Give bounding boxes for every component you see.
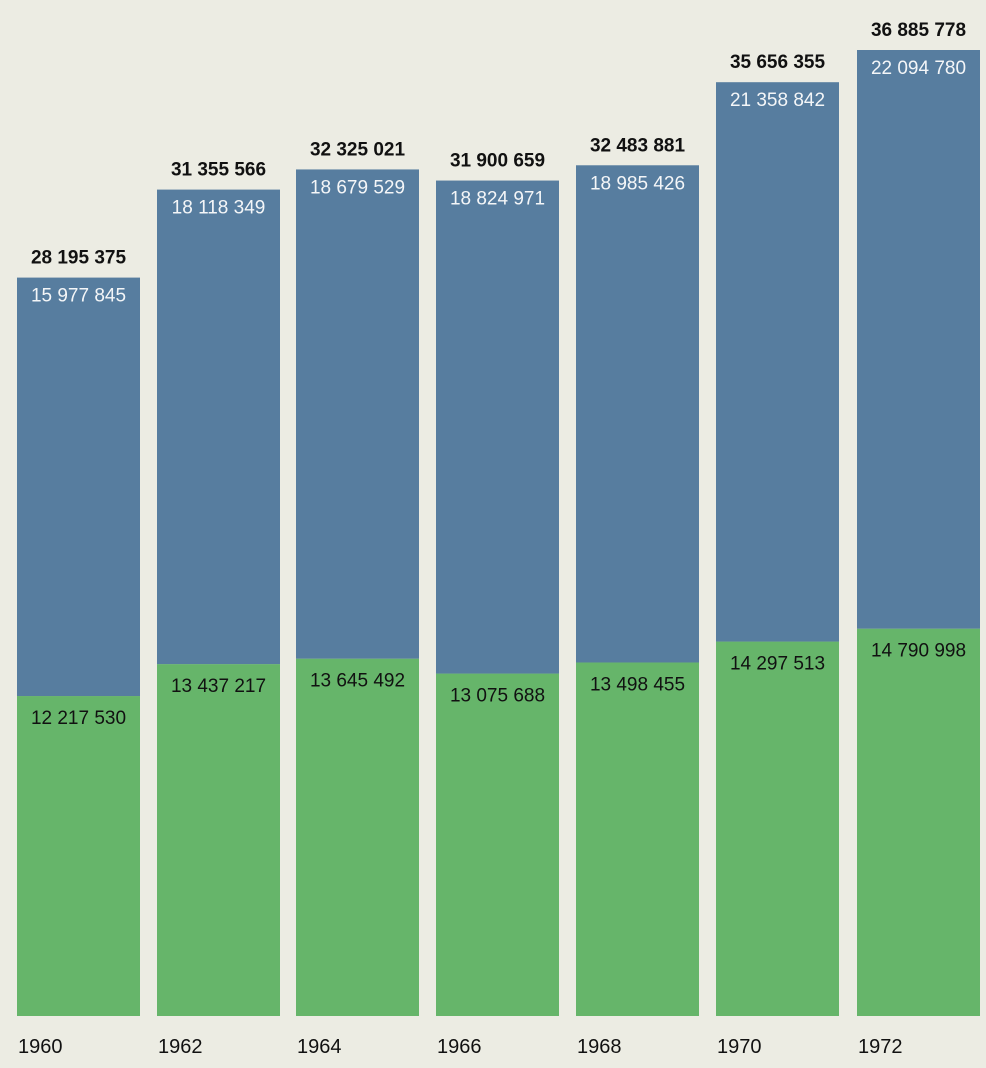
total-label-1970: 35 656 355 <box>730 52 826 73</box>
upper-value-label-1964: 18 679 529 <box>310 177 405 198</box>
year-label-1962: 1962 <box>158 1036 203 1058</box>
bar-upper-segment-1968 <box>576 165 699 663</box>
lower-value-label-1968: 13 498 455 <box>590 674 685 695</box>
upper-value-label-1966: 18 824 971 <box>450 189 545 210</box>
lower-value-label-1964: 13 645 492 <box>310 671 405 692</box>
upper-value-label-1962: 18 118 349 <box>172 198 266 219</box>
year-label-1964: 1964 <box>297 1036 342 1058</box>
bar-lower-segment-1964 <box>296 658 419 1016</box>
bar-lower-segment-1966 <box>436 673 559 1016</box>
lower-value-label-1962: 13 437 217 <box>171 676 266 697</box>
bar-lower-segment-1962 <box>157 664 280 1016</box>
bar-upper-segment-1962 <box>157 189 280 665</box>
bar-upper-segment-1964 <box>296 169 419 659</box>
total-label-1968: 32 483 881 <box>590 135 686 156</box>
total-label-1966: 31 900 659 <box>450 151 545 172</box>
total-label-1964: 32 325 021 <box>310 139 406 160</box>
year-label-1972: 1972 <box>858 1036 903 1058</box>
upper-value-label-1960: 15 977 845 <box>31 286 126 307</box>
upper-value-label-1972: 22 094 780 <box>871 58 966 79</box>
lower-value-label-1966: 13 075 688 <box>450 686 545 707</box>
total-label-1962: 31 355 566 <box>171 160 266 181</box>
total-label-1960: 28 195 375 <box>31 248 127 269</box>
year-label-1970: 1970 <box>717 1036 762 1058</box>
lower-value-label-1960: 12 217 530 <box>31 708 126 729</box>
bar-upper-segment-1972 <box>857 50 980 629</box>
year-label-1960: 1960 <box>18 1036 63 1058</box>
year-label-1968: 1968 <box>577 1036 622 1058</box>
labels-group: 28 195 375 15 977 845 12 217 530 1960 31 355… <box>18 20 966 1058</box>
bar-lower-segment-1968 <box>576 662 699 1016</box>
bar-lower-segment-1970 <box>716 641 839 1016</box>
year-label-1966: 1966 <box>437 1036 482 1058</box>
lower-value-label-1972: 14 790 998 <box>871 641 966 662</box>
total-label-1972: 36 885 778 <box>871 20 966 41</box>
bar-upper-segment-1966 <box>436 180 559 674</box>
lower-value-label-1970: 14 297 513 <box>730 654 825 675</box>
bars-group <box>17 50 980 1016</box>
upper-value-label-1968: 18 985 426 <box>590 173 685 194</box>
bar-lower-segment-1960 <box>17 696 140 1016</box>
bar-upper-segment-1970 <box>716 82 839 642</box>
upper-value-label-1970: 21 358 842 <box>730 90 825 111</box>
bar-lower-segment-1972 <box>857 628 980 1016</box>
bar-upper-segment-1960 <box>17 277 140 697</box>
